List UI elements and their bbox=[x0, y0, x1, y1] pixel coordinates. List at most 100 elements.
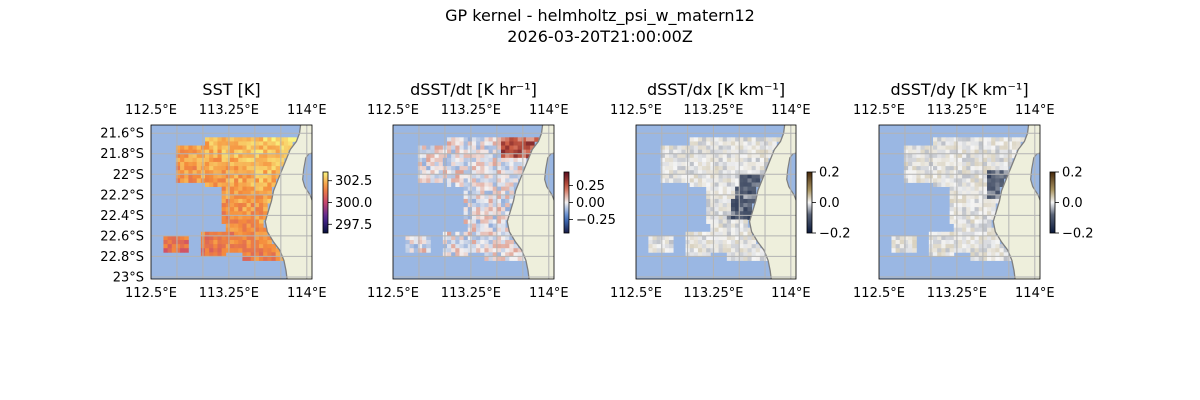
data-cell bbox=[747, 153, 753, 159]
data-cell bbox=[501, 145, 506, 151]
data-cell bbox=[722, 182, 728, 187]
data-cell bbox=[949, 137, 955, 142]
data-cell bbox=[221, 215, 227, 220]
data-cell bbox=[941, 252, 946, 257]
data-cell bbox=[250, 186, 256, 192]
data-cell bbox=[242, 215, 247, 220]
data-cell bbox=[987, 211, 992, 216]
data-cell bbox=[755, 178, 761, 183]
data-cell bbox=[714, 170, 719, 175]
data-cell bbox=[891, 239, 897, 245]
data-cell bbox=[751, 161, 757, 167]
data-cell bbox=[739, 239, 744, 245]
data-cell bbox=[957, 170, 963, 175]
data-cell bbox=[505, 198, 510, 204]
y-tick-label: 22.8°S bbox=[100, 250, 144, 265]
data-cell bbox=[966, 194, 971, 200]
data-cell bbox=[949, 207, 955, 212]
data-cell bbox=[664, 153, 670, 159]
data-cell bbox=[513, 244, 519, 249]
data-cell bbox=[196, 174, 202, 179]
data-cell bbox=[184, 239, 189, 245]
data-cell bbox=[937, 149, 942, 155]
data-cell bbox=[471, 190, 477, 196]
data-cell bbox=[209, 166, 214, 171]
data-cell bbox=[501, 194, 506, 200]
data-cell bbox=[225, 244, 231, 249]
data-cell bbox=[496, 141, 502, 146]
data-cell bbox=[430, 166, 435, 171]
data-cell bbox=[434, 178, 440, 183]
data-cell bbox=[271, 170, 277, 175]
data-cell bbox=[184, 157, 189, 163]
data-cell bbox=[903, 166, 909, 171]
panel-title: dSST/dx [K km⁻¹] bbox=[647, 80, 785, 99]
data-cell bbox=[459, 174, 465, 179]
data-cell bbox=[722, 137, 728, 142]
data-cell bbox=[463, 215, 469, 220]
data-cell bbox=[1020, 137, 1025, 142]
data-cell bbox=[681, 170, 686, 175]
data-cell bbox=[660, 161, 666, 167]
data-cell bbox=[706, 190, 711, 196]
data-cell bbox=[225, 182, 231, 187]
data-cell bbox=[710, 227, 715, 233]
data-cell bbox=[217, 174, 223, 179]
data-cell bbox=[451, 178, 456, 183]
data-cell bbox=[213, 153, 218, 159]
data-cell bbox=[184, 174, 189, 179]
data-cell bbox=[739, 207, 744, 212]
data-cell bbox=[987, 161, 992, 167]
data-cell bbox=[184, 235, 189, 241]
data-cell bbox=[254, 166, 260, 171]
data-cell bbox=[254, 149, 260, 155]
data-cell bbox=[739, 166, 744, 171]
data-cell bbox=[673, 178, 678, 183]
data-cell bbox=[229, 153, 235, 159]
data-cell bbox=[714, 219, 719, 224]
data-cell bbox=[451, 145, 456, 151]
data-cell bbox=[743, 203, 748, 208]
data-cell bbox=[995, 256, 1000, 261]
data-cell bbox=[459, 166, 465, 171]
data-cell bbox=[217, 252, 223, 257]
data-cell bbox=[759, 252, 765, 257]
data-cell bbox=[689, 141, 695, 146]
data-cell bbox=[480, 207, 485, 212]
data-cell bbox=[978, 248, 984, 253]
data-cell bbox=[697, 145, 703, 151]
gridlines bbox=[393, 125, 554, 279]
data-cell bbox=[656, 235, 662, 241]
data-cell bbox=[505, 215, 510, 220]
data-cell bbox=[693, 170, 699, 175]
data-cell bbox=[488, 207, 494, 212]
data-cell bbox=[718, 141, 724, 146]
data-cell bbox=[714, 174, 719, 179]
data-cell bbox=[426, 244, 431, 249]
data-cell bbox=[484, 166, 489, 171]
data-cell bbox=[743, 182, 748, 187]
data-cell bbox=[945, 252, 951, 257]
data-cell bbox=[730, 166, 736, 171]
data-cell bbox=[751, 174, 757, 179]
data-cell bbox=[451, 239, 456, 245]
data-cell bbox=[229, 186, 235, 192]
x-tick-label-bottom: 112.5°E bbox=[367, 286, 419, 301]
data-cell bbox=[492, 161, 498, 167]
data-cell bbox=[908, 153, 913, 159]
data-cell bbox=[726, 153, 732, 159]
data-cell bbox=[706, 215, 711, 220]
data-cell bbox=[267, 256, 272, 261]
data-cell bbox=[229, 207, 235, 212]
data-cell bbox=[974, 166, 980, 171]
data-cell bbox=[250, 252, 256, 257]
data-cell bbox=[953, 166, 959, 171]
map-area bbox=[636, 125, 796, 279]
data-cell bbox=[234, 190, 239, 196]
data-cell bbox=[267, 166, 272, 171]
x-tick-label-bottom: 112.5°E bbox=[853, 286, 905, 301]
data-cell bbox=[702, 252, 707, 257]
data-cell bbox=[957, 174, 963, 179]
data-cell bbox=[903, 178, 909, 183]
data-cell bbox=[476, 194, 481, 200]
